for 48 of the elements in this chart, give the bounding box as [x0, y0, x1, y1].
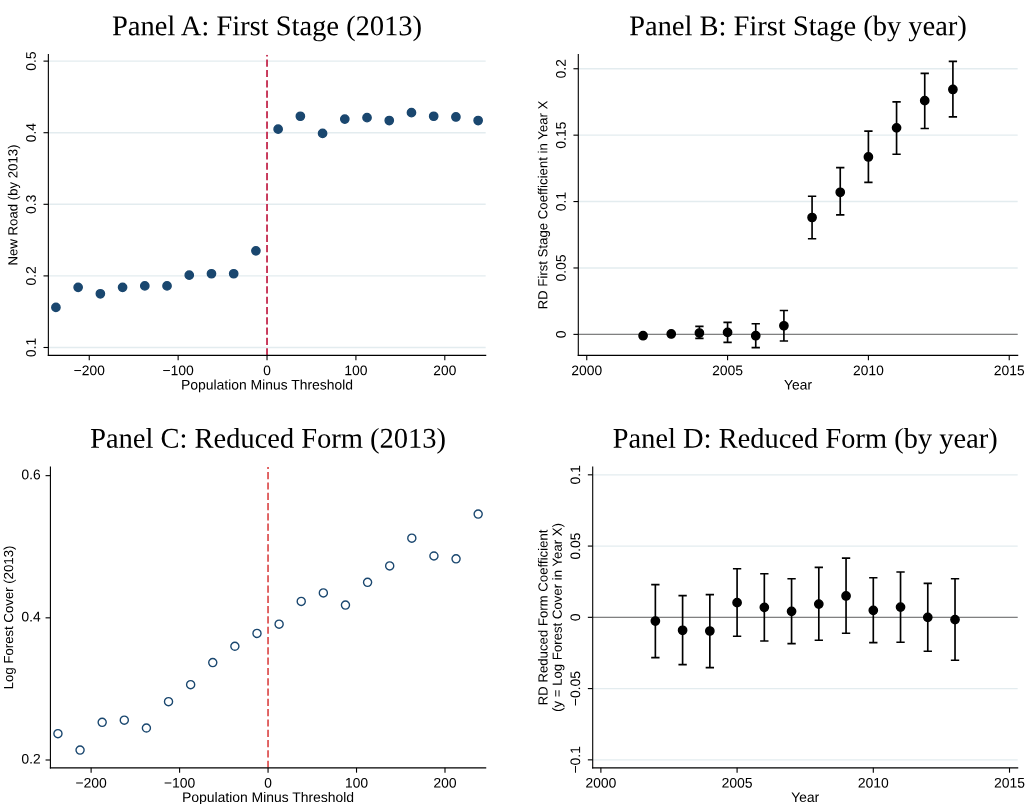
x-axis-title: Population Minus Threshold [182, 379, 353, 393]
y-tick-label: −0.05 [570, 671, 581, 706]
y-axis-title: RD First Stage Coefficient in Year X [537, 100, 551, 309]
y-tick-label: 0.15 [556, 122, 566, 149]
x-tick-label: 2000 [586, 777, 616, 788]
x-tick-label: 2005 [722, 777, 752, 788]
x-tick-label: 100 [346, 777, 368, 788]
y-tick-label: 0.6 [21, 469, 41, 480]
chart-title: Panel A: First Stage (2013) [112, 15, 421, 42]
x-tick-label: 2015 [994, 365, 1025, 376]
y-tick-label: 0.4 [21, 611, 41, 622]
x-axis-title: Population Minus Threshold [183, 791, 354, 804]
x-axis-title: Year [791, 792, 819, 803]
x-tick-label: 200 [433, 365, 456, 376]
x-tick-label: 100 [345, 365, 367, 376]
y-tick-label: −0.1 [570, 746, 581, 773]
y-tick-label: 0.1 [570, 465, 581, 484]
x-tick-label: 200 [434, 777, 457, 788]
y-tick-label: 0.2 [21, 753, 40, 764]
y-axis-title: New Road (by 2013) [7, 145, 21, 265]
y-tick-label: 0.05 [570, 533, 581, 560]
x-tick-label: 2000 [572, 365, 602, 376]
y-tick-label: 0.05 [556, 255, 566, 281]
y-tick-label: 0.1 [556, 192, 566, 211]
y-tick-label: 0.2 [556, 59, 566, 78]
y-tick-label: 0.2 [26, 266, 36, 286]
x-tick-label: 2010 [858, 777, 889, 788]
y-tick-label: 0.3 [26, 195, 36, 214]
y-tick-label: 0.1 [26, 338, 36, 357]
x-tick-label: −100 [163, 365, 194, 376]
chart-title: Panel B: First Stage (by year) [629, 15, 966, 42]
y-axis-title: RD Reduced Form Coefficient (y = Log Forest Cover in Year X) [537, 523, 565, 712]
y-tick-label: 0.5 [26, 52, 36, 71]
x-tick-label: 2005 [712, 365, 743, 376]
x-tick-label: −200 [74, 365, 105, 376]
y-axis-title: Log Forest Cover (2013) [3, 546, 16, 689]
y-tick-label: 0.4 [26, 123, 36, 142]
x-tick-label: 0 [263, 365, 271, 376]
x-tick-label: 2010 [853, 365, 884, 376]
y-tick-label: 0 [556, 331, 566, 338]
x-tick-label: −200 [76, 777, 107, 788]
chart-title: Panel C: Reduced Form (2013) [90, 427, 445, 454]
x-tick-label: −100 [164, 777, 195, 788]
y-tick-label: 0 [570, 614, 581, 621]
chart-title: Panel D: Reduced Form (by year) [613, 427, 997, 454]
x-tick-label: 2015 [994, 777, 1025, 788]
x-axis-title: Year [784, 379, 812, 390]
x-tick-label: 0 [264, 777, 272, 788]
